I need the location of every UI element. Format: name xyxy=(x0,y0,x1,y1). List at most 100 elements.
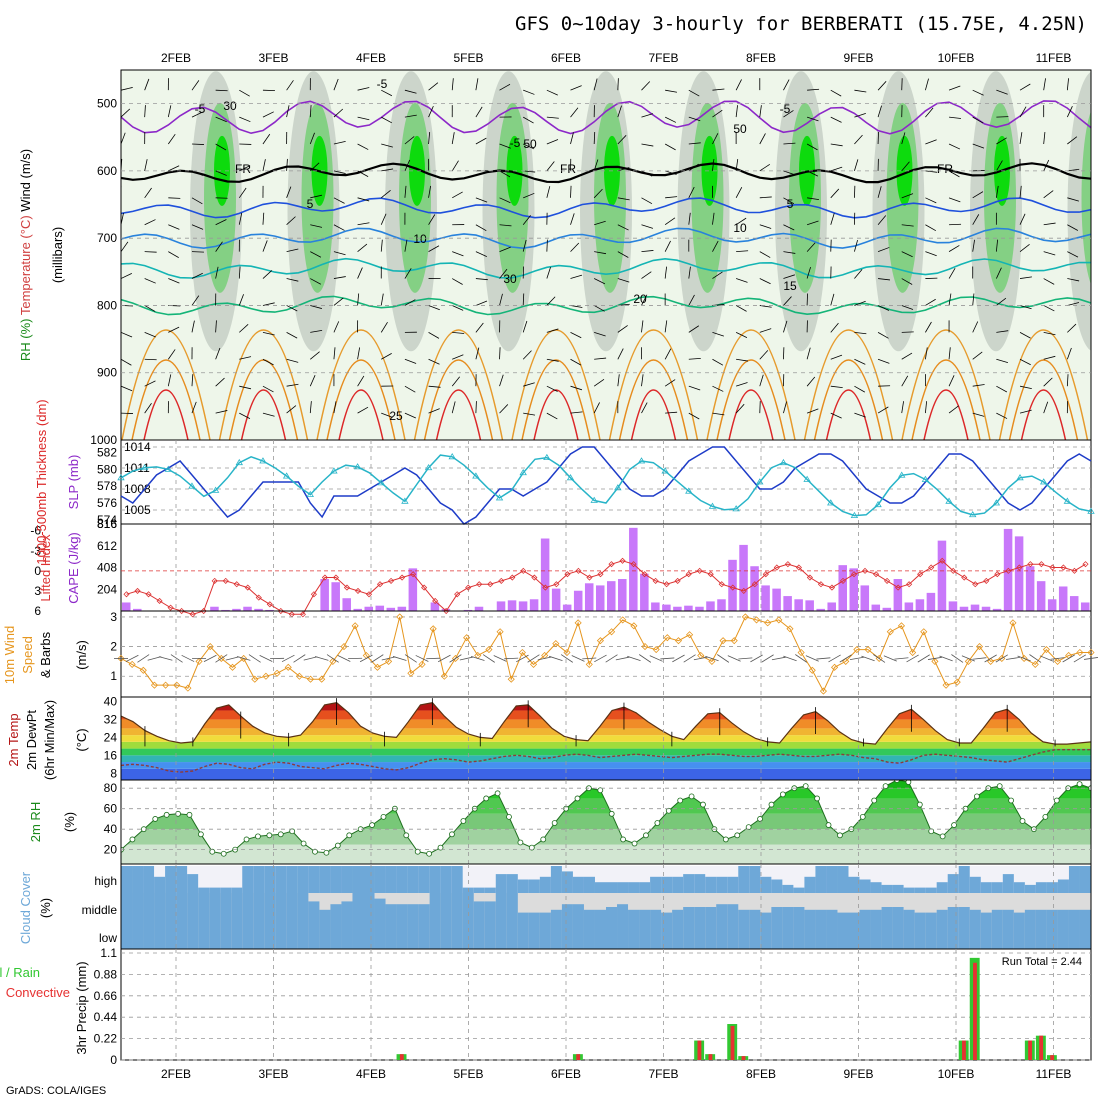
wind-barb-10m xyxy=(861,655,875,662)
wind-barb xyxy=(523,170,536,173)
wind-barb xyxy=(948,347,951,360)
slp-tick-label: 1008 xyxy=(124,482,151,496)
cloud-cell-low xyxy=(826,921,838,949)
cape-bar xyxy=(684,605,693,611)
cloud-cell-bg xyxy=(1035,893,1048,921)
cloud-cell-bg xyxy=(793,866,805,893)
wind-barb xyxy=(286,332,298,339)
cloud-cell-middle xyxy=(121,893,133,921)
wind-barb xyxy=(1067,197,1079,202)
wind-barb xyxy=(1043,251,1056,256)
wind-barb xyxy=(333,78,339,91)
wind-barb xyxy=(617,105,622,118)
wind-barb xyxy=(877,332,889,339)
wind-barb-10m xyxy=(537,656,552,661)
rh-marker xyxy=(677,797,684,804)
wind-barb xyxy=(901,305,914,310)
li-marker xyxy=(233,581,240,588)
li-marker xyxy=(817,581,825,588)
rh-marker xyxy=(289,828,296,835)
cloud-cell-middle xyxy=(881,907,893,921)
precip-convective-bar xyxy=(399,1054,404,1060)
wind-barb xyxy=(948,245,960,252)
wind-speed-marker xyxy=(819,687,827,695)
wind-barb xyxy=(262,358,274,366)
cloud-cell-high xyxy=(760,876,772,893)
wind-barb xyxy=(783,197,795,205)
cloud-cell-low xyxy=(914,921,926,949)
wind-speed-marker xyxy=(273,669,281,677)
wind-barb xyxy=(1067,168,1080,172)
cloud-cell-high xyxy=(738,866,750,893)
cloud-cell-low xyxy=(1046,921,1059,949)
wind-barb xyxy=(144,187,152,199)
wind-barb xyxy=(830,213,835,225)
cloud-cell-middle xyxy=(341,901,353,921)
wind-barb xyxy=(972,321,979,333)
cloud-cell-low xyxy=(606,921,618,949)
cloud-cell-low xyxy=(583,921,596,949)
cloud-cell-high xyxy=(683,874,695,893)
rh-marker xyxy=(814,795,821,802)
cloud-cell-low xyxy=(121,921,133,949)
thickness-marker xyxy=(756,478,764,485)
cloud-cell-low xyxy=(738,921,750,949)
wind-barb xyxy=(380,213,387,225)
wind-speed-marker xyxy=(318,675,326,683)
thickness-marker xyxy=(1087,507,1095,514)
warm-contour-2 xyxy=(630,389,677,440)
cloud-cell-middle xyxy=(264,893,276,921)
rh-marker xyxy=(631,840,638,847)
cloud-cell-middle xyxy=(154,893,166,921)
warm-contour-1 xyxy=(1008,359,1079,440)
rh-marker xyxy=(643,832,649,839)
temp-y-tick-label: 40 xyxy=(104,694,118,708)
wind-barb xyxy=(830,116,842,123)
wind-barb xyxy=(215,241,223,252)
wind-barb-10m xyxy=(359,654,373,663)
wind-barb xyxy=(404,412,417,419)
cloud-cell-bg xyxy=(650,893,662,921)
wind-speed-marker xyxy=(195,657,203,665)
wind-barb xyxy=(570,385,583,391)
precip-y-tick-label: 1.1 xyxy=(100,946,117,960)
warm-contour-2 xyxy=(825,389,872,440)
cloud-cell-middle xyxy=(198,893,210,921)
precip-convective-bar xyxy=(741,1056,746,1060)
rh-band xyxy=(121,813,1091,830)
cloud-cell-low xyxy=(870,921,882,949)
wind-barb xyxy=(617,325,628,333)
wind-barb xyxy=(617,224,629,231)
cloud-cell-middle xyxy=(583,909,596,921)
rh-marker xyxy=(517,839,524,846)
li-marker xyxy=(432,597,439,605)
wind-barb xyxy=(333,170,346,174)
wind-barb xyxy=(641,81,651,91)
upper-y-tick-label: 500 xyxy=(97,97,117,111)
wind-barb xyxy=(546,161,555,172)
li-tick-label: -3 xyxy=(30,544,41,558)
wind-barb xyxy=(1090,304,1091,306)
rh-marker xyxy=(369,822,375,828)
cloud-cell-bg xyxy=(1035,866,1048,893)
wind-barb xyxy=(972,191,984,199)
rh-shade-bright xyxy=(896,135,913,206)
wind-speed-marker xyxy=(641,643,649,651)
li-marker xyxy=(553,581,560,588)
wind-barb-10m xyxy=(1029,654,1042,663)
cloud-cell-bg xyxy=(617,866,629,893)
wind-barb xyxy=(830,89,842,97)
cloud-cell-high xyxy=(363,866,375,893)
li-marker xyxy=(828,584,836,591)
thickness-marker xyxy=(803,475,811,482)
wind-barb xyxy=(215,219,227,226)
warm-contour-1 xyxy=(911,359,981,440)
cloud-cell-high xyxy=(451,866,464,893)
thickness-tick-label: 574 xyxy=(97,513,117,527)
cape-bar xyxy=(342,598,351,611)
cape-bar xyxy=(375,605,385,611)
wind-barb xyxy=(735,305,747,312)
wind-barb-10m xyxy=(984,654,997,663)
cape-bar xyxy=(959,606,969,611)
wind-barb-10m xyxy=(1084,657,1098,660)
